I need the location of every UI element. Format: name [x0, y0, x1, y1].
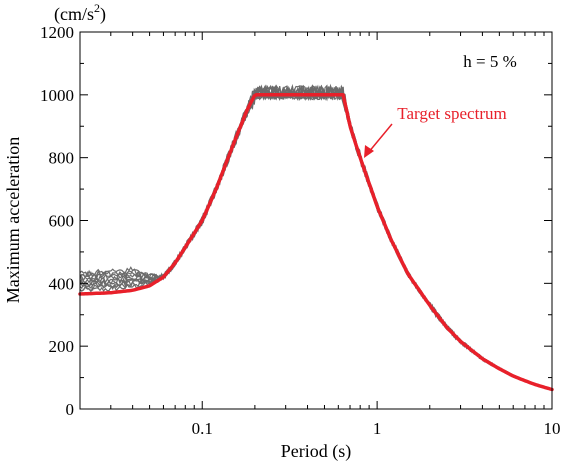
simulated-spectrum-line [79, 83, 553, 391]
y-axis-unit-base: (cm/s [54, 4, 94, 25]
y-axis-unit-superscript: 2 [94, 1, 100, 15]
simulated-spectra [79, 83, 553, 391]
simulated-spectrum-line [79, 85, 553, 391]
simulated-spectrum-line [79, 84, 553, 390]
y-axis-label: Maximum acceleration [3, 137, 23, 303]
x-axis-label: Period (s) [281, 441, 352, 462]
simulated-spectrum-line [79, 85, 552, 390]
y-axis-unit-close: ) [100, 4, 106, 25]
simulated-spectrum-line [79, 84, 553, 391]
target-spectrum-arrowhead [364, 145, 374, 158]
target-spectrum-arrow [367, 123, 393, 154]
y-tick-label: 200 [49, 337, 75, 356]
simulated-spectrum-line [79, 84, 553, 390]
y-tick-label: 1000 [40, 86, 74, 105]
simulated-spectrum-line [79, 85, 553, 391]
target-spectrum-label: Target spectrum [397, 104, 506, 123]
x-tick-label: 10 [544, 419, 561, 438]
target-spectrum-line [78, 93, 554, 392]
y-tick-label: 400 [49, 274, 75, 293]
simulated-spectrum-line [79, 83, 553, 391]
y-axis-unit: (cm/s2) [54, 1, 106, 25]
y-tick-label: 600 [49, 212, 75, 231]
simulated-spectrum-line [79, 84, 553, 390]
y-tick-label: 800 [49, 149, 75, 168]
y-tick-label: 0 [66, 400, 75, 419]
x-tick-label: 1 [373, 419, 382, 438]
damping-annotation: h = 5 % [463, 52, 517, 71]
x-axis-ticks: 0.1 1 10 [79, 32, 561, 438]
y-axis-ticks: 0 200 400 600 800 1000 1200 [40, 23, 552, 419]
x-tick-label: 0.1 [192, 419, 213, 438]
y-tick-label: 1200 [40, 23, 74, 42]
simulated-spectrum-line [79, 85, 553, 390]
